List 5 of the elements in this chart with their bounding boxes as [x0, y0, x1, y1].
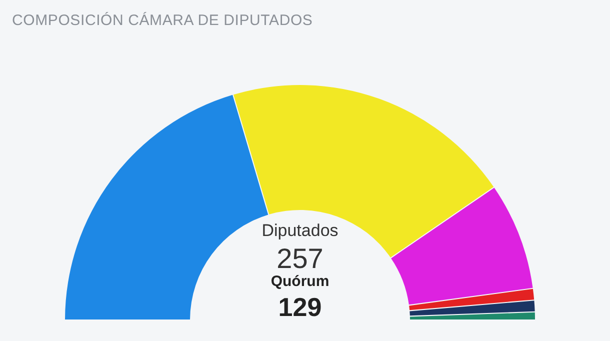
text: 257	[276, 243, 324, 274]
text: Quórum	[270, 273, 330, 290]
text: Diputados	[262, 221, 338, 240]
text: 129	[278, 292, 322, 322]
chart-title: COMPOSICIÓN CÁMARA DE DIPUTADOS	[12, 11, 313, 29]
